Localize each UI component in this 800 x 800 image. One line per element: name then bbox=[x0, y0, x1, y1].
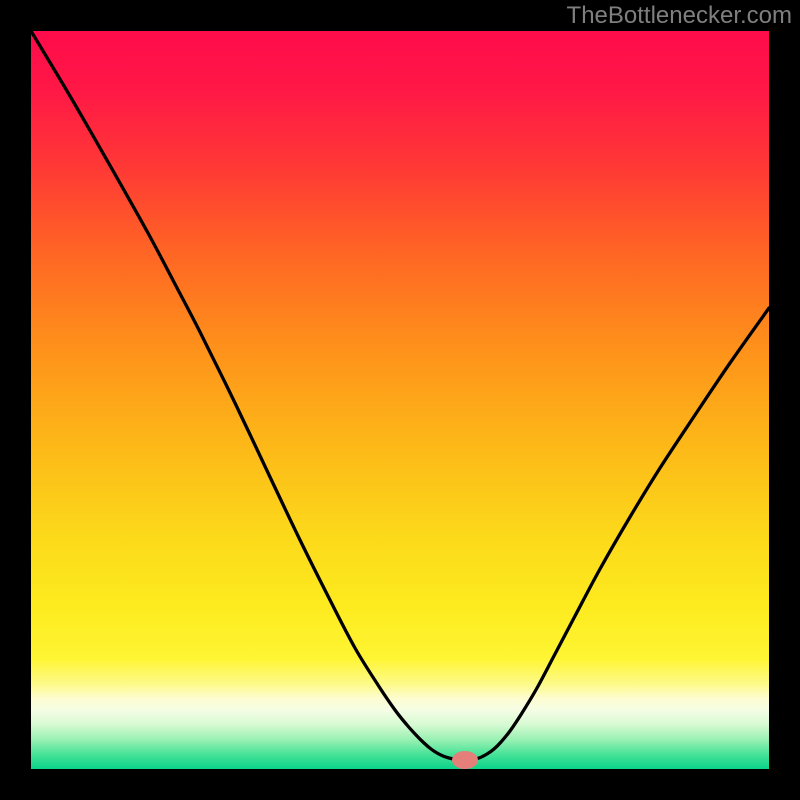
minimum-marker bbox=[452, 751, 478, 769]
bottleneck-curve bbox=[31, 31, 769, 760]
watermark-text: TheBottlenecker.com bbox=[567, 2, 792, 30]
chart-frame: TheBottlenecker.com bbox=[0, 0, 800, 800]
plot-area bbox=[31, 31, 769, 769]
curve-layer bbox=[31, 31, 769, 769]
